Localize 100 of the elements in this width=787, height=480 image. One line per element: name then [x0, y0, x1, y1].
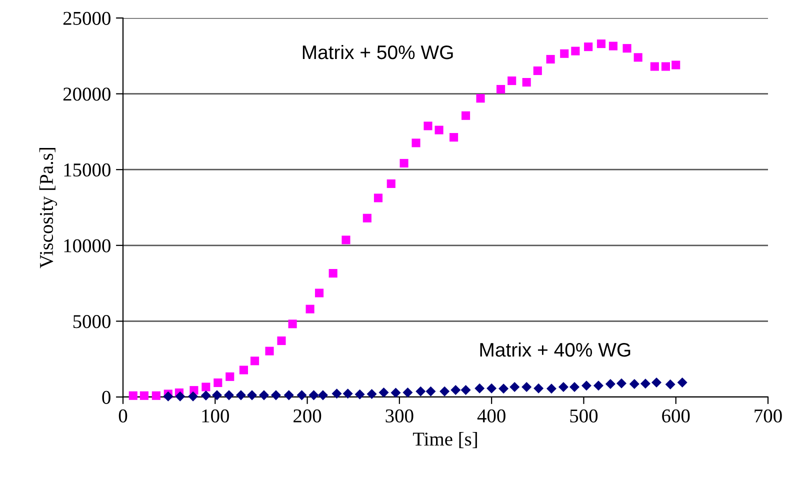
- point: [226, 372, 234, 381]
- point: [424, 122, 432, 130]
- point: [284, 390, 294, 400]
- point: [400, 158, 408, 168]
- point: [534, 383, 544, 394]
- point: [308, 390, 319, 400]
- point: [677, 377, 688, 388]
- point: [239, 366, 248, 374]
- point: [650, 62, 659, 71]
- point: [152, 391, 160, 400]
- point: [581, 380, 592, 391]
- x-tick-label: 200: [294, 409, 322, 422]
- x-tick-label: 400: [477, 409, 506, 422]
- x-tick-label: 100: [202, 409, 229, 422]
- point: [450, 385, 461, 396]
- point: [306, 304, 314, 314]
- point: [622, 44, 632, 53]
- point: [546, 384, 556, 394]
- point: [510, 382, 520, 392]
- point: [378, 387, 389, 398]
- point: [634, 53, 642, 62]
- y-tick-label: 25000: [63, 12, 110, 25]
- point: [314, 288, 324, 298]
- point: [558, 382, 568, 392]
- point: [560, 49, 569, 58]
- y-tick-label: 15000: [64, 163, 110, 177]
- point: [214, 378, 222, 388]
- x-axis-title: Time [s]: [412, 432, 477, 448]
- point: [608, 42, 618, 50]
- point: [332, 388, 342, 399]
- point: [434, 126, 444, 134]
- point: [661, 62, 670, 71]
- point: [246, 390, 258, 400]
- point: [188, 391, 198, 402]
- point: [366, 388, 377, 399]
- point: [250, 356, 260, 366]
- point: [476, 94, 485, 103]
- point: [461, 111, 470, 120]
- y-tick-label: 10000: [64, 239, 110, 252]
- point: [390, 388, 401, 398]
- x-tick-label: 700: [754, 409, 782, 422]
- point: [277, 336, 286, 346]
- point: [416, 386, 426, 396]
- point: [296, 390, 307, 400]
- point: [224, 390, 234, 400]
- point: [665, 379, 676, 390]
- point: [593, 380, 604, 391]
- point: [474, 383, 485, 394]
- point: [318, 390, 328, 400]
- point: [605, 378, 616, 389]
- point: [288, 320, 297, 328]
- point: [212, 390, 222, 400]
- y-axis-title: Viscosity [Pa.s]: [39, 148, 58, 268]
- point: [522, 382, 532, 392]
- point: [450, 133, 458, 142]
- text: Matrix + 50% WG: [302, 44, 453, 60]
- point: [270, 390, 281, 400]
- point: [640, 378, 650, 389]
- point: [498, 384, 509, 394]
- point: [672, 60, 680, 70]
- point: [508, 76, 516, 86]
- point: [265, 346, 274, 356]
- x-tick-label: 600: [662, 409, 690, 422]
- point: [236, 390, 246, 400]
- point: [522, 78, 531, 87]
- point: [200, 390, 211, 400]
- point: [128, 391, 138, 400]
- point: [596, 39, 606, 48]
- point: [386, 179, 396, 188]
- point: [328, 269, 338, 278]
- point: [652, 377, 662, 388]
- point: [496, 84, 506, 94]
- y-tick-label: 0: [102, 390, 110, 404]
- series-label: Matrix + 40% WG: [480, 342, 630, 357]
- point: [402, 387, 413, 398]
- point: [354, 389, 365, 400]
- x-tick-label: 0: [118, 409, 128, 422]
- point: [486, 383, 497, 394]
- y-tick-label: 20000: [63, 88, 110, 101]
- point: [616, 378, 626, 388]
- point: [258, 390, 269, 400]
- point: [571, 46, 580, 56]
- point: [362, 214, 372, 222]
- point: [440, 386, 450, 396]
- x-tick-label: 500: [570, 409, 598, 422]
- point: [140, 391, 148, 400]
- x-tick-label: 300: [386, 409, 414, 422]
- point: [629, 378, 640, 389]
- point: [426, 386, 436, 396]
- point: [569, 382, 580, 392]
- point: [533, 66, 542, 76]
- point: [163, 391, 174, 402]
- point: [584, 42, 593, 52]
- point: [342, 236, 350, 244]
- point: [460, 385, 471, 396]
- point: [342, 388, 353, 399]
- y-tick-label: 5000: [73, 315, 110, 328]
- point: [374, 194, 383, 202]
- point: [546, 54, 555, 64]
- point: [202, 382, 210, 392]
